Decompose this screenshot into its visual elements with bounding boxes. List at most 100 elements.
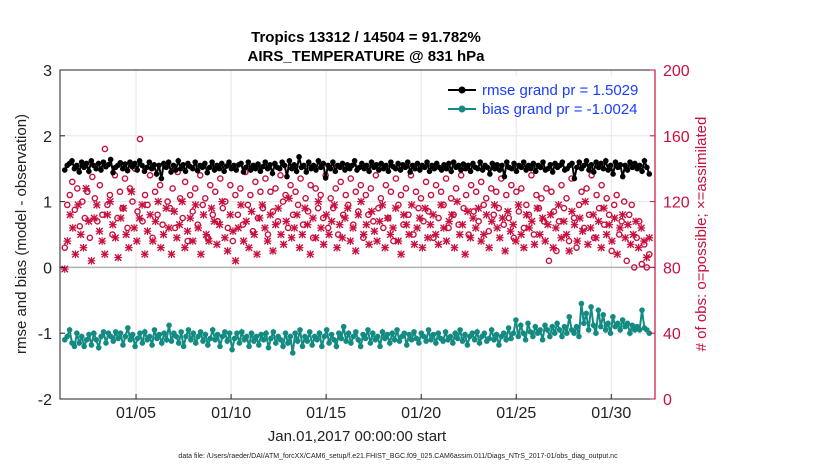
bias-point: [517, 322, 524, 329]
bias-point: [530, 333, 536, 340]
bias-series: [61, 300, 653, 356]
obs-assimilated-marker: [504, 207, 512, 216]
bias-point: [585, 327, 592, 333]
rmse-point: [243, 164, 249, 171]
bias-point: [340, 323, 347, 330]
obs-assimilated-marker: [488, 217, 496, 226]
rmse-point: [431, 165, 438, 172]
rmse-point: [605, 167, 612, 173]
bias-point: [149, 342, 155, 348]
rmse-point: [301, 162, 307, 169]
obs-assimilated-marker: [490, 201, 499, 209]
bias-point: [549, 323, 556, 330]
obs-possible-marker: [477, 178, 485, 186]
rmse-point: [639, 168, 645, 175]
obs-assimilated-marker: [223, 247, 232, 255]
obs-possible-marker: [199, 201, 207, 209]
obs-possible-marker: [186, 191, 194, 199]
x-tick-label: 01/20: [401, 405, 441, 422]
obs-assimilated-marker: [549, 243, 558, 252]
obs-assimilated-marker: [202, 230, 211, 239]
obs-possible-marker: [508, 181, 515, 189]
bias-point: [440, 338, 446, 344]
obs-assimilated-marker: [181, 243, 189, 252]
bias-point: [365, 327, 371, 333]
obs-assimilated-marker: [269, 247, 277, 255]
obs-assimilated-marker: [602, 230, 611, 239]
obs-possible-marker: [370, 218, 377, 225]
rmse-point: [622, 162, 628, 169]
obs-possible-marker: [61, 244, 69, 251]
rmse-point: [511, 160, 517, 167]
obs-assimilated-marker: [405, 230, 413, 239]
obs-assimilated-marker: [554, 201, 563, 209]
obs-possible-marker: [365, 211, 372, 219]
rmse-point: [446, 160, 452, 167]
obs-assimilated-marker: [135, 214, 144, 222]
rmse-point: [404, 159, 411, 165]
bias-point: [231, 335, 238, 342]
bias-point: [326, 340, 332, 346]
obs-assimilated-marker: [447, 210, 456, 219]
obs-possible-marker: [472, 188, 480, 196]
obs-possible-marker: [457, 171, 465, 179]
obs-possible-marker: [505, 214, 513, 222]
bias-point: [459, 338, 466, 344]
obs-possible-marker: [628, 201, 636, 209]
obs-possible-marker: [284, 224, 292, 232]
obs-assimilated-marker: [429, 210, 437, 219]
obs-possible-marker: [94, 218, 101, 225]
obs-possible-marker: [533, 191, 540, 199]
obs-assimilated-marker: [512, 237, 520, 245]
obs-assimilated-marker: [100, 250, 109, 259]
obs-assimilated-marker: [485, 243, 493, 252]
x-tick-label: 01/15: [306, 405, 346, 422]
rmse-point: [69, 158, 75, 164]
bias-point: [190, 330, 197, 337]
bias-point: [462, 331, 468, 338]
obs-assimilated-marker: [349, 224, 357, 232]
rmse-point: [523, 167, 529, 173]
right-tick-label: 160: [663, 129, 690, 146]
obs-assimilated-marker: [325, 230, 333, 239]
obs-assimilated-marker: [413, 224, 421, 232]
obs-assimilated-marker: [562, 230, 571, 239]
obs-possible-marker: [435, 214, 442, 222]
legend-bias-label: bias grand pr = -1.0024: [482, 101, 638, 118]
obs-assimilated-marker: [68, 224, 77, 232]
obs-possible-marker: [89, 173, 96, 181]
obs-possible-marker: [513, 188, 520, 196]
obs-assimilated-marker: [197, 250, 205, 259]
right-axis-ticks: 0 40 80 120 160 200: [650, 63, 690, 409]
rmse-point: [286, 158, 293, 164]
left-tick-label: 1: [43, 195, 52, 212]
obs-assimilated-marker: [565, 247, 574, 255]
bias-point: [554, 320, 560, 327]
bias-point: [212, 336, 218, 343]
x-tick-label: 01/25: [496, 405, 536, 422]
obs-assimilated-marker: [592, 233, 600, 242]
obs-assimilated-marker: [480, 230, 488, 239]
obs-assimilated-marker: [317, 224, 325, 232]
bias-point: [168, 338, 175, 344]
obs-possible-marker: [538, 195, 545, 202]
x-tick-label: 01/05: [116, 405, 156, 422]
bias-point: [141, 329, 148, 335]
obs-possible-marker: [66, 191, 74, 199]
obs-assimilated-marker: [557, 233, 566, 242]
rmse-point: [291, 161, 298, 168]
bias-point: [156, 331, 163, 338]
obs-assimilated-marker: [157, 243, 165, 252]
bias-point: [588, 304, 594, 310]
obs-assimilated-marker: [327, 217, 336, 226]
bias-point: [556, 327, 563, 333]
rmse-point: [407, 169, 413, 175]
obs-possible-marker: [502, 191, 510, 199]
bias-point: [357, 343, 364, 350]
rmse-point: [153, 171, 160, 177]
rmse-point: [313, 167, 319, 173]
bias-point: [239, 329, 245, 335]
bias-point: [122, 333, 129, 340]
rmse-point: [226, 159, 232, 165]
